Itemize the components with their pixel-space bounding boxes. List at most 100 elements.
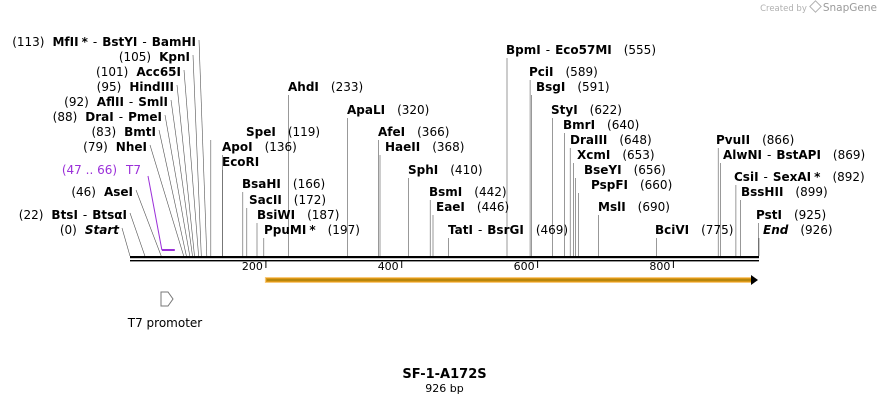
- position-label: (690): [638, 200, 670, 214]
- site-label-hindiii[interactable]: (95) HindIII: [97, 80, 174, 94]
- position-label: (591): [577, 80, 609, 94]
- site-labels: (113) MfII * - BstYI - BamHI(105) KpnI(101) Acc6…: [12, 35, 865, 237]
- credit-prefix: Created by: [760, 4, 807, 14]
- t7-feature-label[interactable]: (47 .. 66) T7: [62, 163, 141, 177]
- enzyme-name: ApoI: [222, 140, 253, 154]
- ruler-label-600: 600: [514, 260, 535, 273]
- site-label-sphi[interactable]: SphI (410): [408, 163, 483, 177]
- site-label-msli[interactable]: MslI (690): [598, 200, 670, 214]
- position-label: (368): [432, 140, 464, 154]
- site-label-mfii-bstyi-bamhi[interactable]: (113) MfII * - BstYI - BamHI: [12, 35, 196, 49]
- enzyme-name: SphI: [408, 163, 438, 177]
- enzyme-name: PciI: [529, 65, 554, 79]
- site-label-bpmi-eco57mi[interactable]: BpmI - Eco57MI (555): [506, 43, 656, 57]
- enzyme-name: EaeI: [436, 200, 465, 214]
- site-label-sacii[interactable]: SacII (172): [249, 193, 326, 207]
- position-label: (622): [590, 103, 622, 117]
- label-sep: -: [546, 43, 550, 57]
- enzyme-name: BstAPI: [776, 148, 821, 162]
- site-label-drai-pmei[interactable]: (88) DraI - PmeI: [53, 110, 162, 124]
- site-label-kpni[interactable]: (105) KpnI: [119, 50, 190, 64]
- ruler-label-400: 400: [378, 260, 399, 273]
- ruler: 200 400 600 800: [242, 260, 674, 273]
- position-label: (197): [328, 223, 360, 237]
- site-label-bmti[interactable]: (83) BmtI: [92, 125, 157, 139]
- position-label: (105): [119, 50, 151, 64]
- enzyme-name: BssHII: [741, 185, 783, 199]
- site-label-bcivi[interactable]: BciVI (775): [655, 223, 733, 237]
- position-label: (866): [762, 133, 794, 147]
- site-label-bsshii[interactable]: BssHII (899): [741, 185, 828, 199]
- orf-arrow-head[interactable]: [751, 275, 758, 285]
- enzyme-name: Start: [85, 223, 120, 237]
- site-label-bmri[interactable]: BmrI (640): [563, 118, 639, 132]
- site-label-eaei[interactable]: EaeI (446): [436, 200, 509, 214]
- enzyme-name: PspFI: [591, 178, 628, 192]
- position-label: (899): [795, 185, 827, 199]
- site-label-styi[interactable]: StyI (622): [551, 103, 622, 117]
- label-sep: -: [93, 35, 97, 49]
- site-label-pvuii[interactable]: PvuII (866): [716, 133, 794, 147]
- label-sep: -: [767, 148, 771, 162]
- site-label-bseyi[interactable]: BseYI (656): [584, 163, 666, 177]
- site-label-pspfi[interactable]: PspFI (660): [591, 178, 672, 192]
- t7-promoter-feature[interactable]: (47 .. 66) T7 T7 promoter: [62, 163, 202, 330]
- site-tick-nhei: [149, 144, 184, 257]
- site-label-alwni-bstapi[interactable]: AlwNI - BstAPI (869): [723, 148, 865, 162]
- sequence-line-top: [130, 256, 759, 259]
- position-label: (320): [397, 103, 429, 117]
- site-tick-drai-pmei: [164, 114, 191, 257]
- site-label-csii-sexai[interactable]: CsiI - SexAI * (892): [734, 170, 865, 184]
- site-ticks: [121, 39, 760, 257]
- position-label: (648): [619, 133, 651, 147]
- orf-arrow[interactable]: [264, 275, 758, 285]
- site-label-psti[interactable]: PstI (925): [756, 208, 826, 222]
- promoter-arrow-icon: [160, 291, 174, 307]
- enzyme-name: Acc65I: [136, 65, 181, 79]
- site-label-ahdi[interactable]: AhdI (233): [288, 80, 363, 94]
- position-label: (88): [53, 110, 78, 124]
- site-label-draiii[interactable]: DraIII (648): [570, 133, 652, 147]
- site-label-afei[interactable]: AfeI (366): [378, 125, 449, 139]
- site-label-bsiwi[interactable]: BsiWI (187): [257, 208, 339, 222]
- site-label-aflii-smli[interactable]: (92) AflII - SmlI: [64, 95, 168, 109]
- sequence-length: 926 bp: [425, 382, 463, 395]
- position-label: (660): [640, 178, 672, 192]
- enzyme-name: BsaHI: [242, 177, 281, 191]
- site-label-ecori[interactable]: EcoRI: [222, 155, 259, 169]
- site-label-pcii[interactable]: PciI (589): [529, 65, 598, 79]
- site-label-acc65i[interactable]: (101) Acc65I: [96, 65, 181, 79]
- star-mark: *: [309, 223, 316, 237]
- site-label-xcmi[interactable]: XcmI (653): [577, 148, 655, 162]
- position-label: (79): [83, 140, 108, 154]
- position-label: (22): [19, 208, 44, 222]
- site-label-tati-bsrgi[interactable]: TatI - BsrGI (469): [448, 223, 568, 237]
- credit-brand: SnapGene: [822, 2, 877, 14]
- site-label-start[interactable]: (0) Start: [60, 223, 120, 237]
- site-label-asei[interactable]: (46) AseI: [71, 185, 133, 199]
- site-label-apoi[interactable]: ApoI (136): [222, 140, 297, 154]
- site-label-btsi-bts-i[interactable]: (22) BtsI - BtsαI: [19, 208, 127, 222]
- snapgene-credit: Created by SnapGene: [760, 0, 877, 14]
- site-label-bsahi[interactable]: BsaHI (166): [242, 177, 325, 191]
- position-label: (136): [265, 140, 297, 154]
- site-label-haeii[interactable]: HaeII (368): [385, 140, 465, 154]
- site-label-ppumi[interactable]: PpuMI * (197): [264, 223, 360, 237]
- enzyme-name: MslI: [598, 200, 626, 214]
- site-label-spei[interactable]: SpeI (119): [246, 125, 320, 139]
- site-label-nhei[interactable]: (79) NheI: [83, 140, 147, 154]
- enzyme-name: AlwNI: [723, 148, 762, 162]
- position-label: (869): [833, 148, 865, 162]
- star-mark: *: [82, 35, 89, 49]
- enzyme-name: PvuII: [716, 133, 750, 147]
- position-label: (892): [832, 170, 864, 184]
- position-label: (446): [477, 200, 509, 214]
- position-label: (366): [417, 125, 449, 139]
- site-label-end[interactable]: End (926): [763, 223, 833, 237]
- site-label-bsgi[interactable]: BsgI (591): [536, 80, 610, 94]
- site-label-apali[interactable]: ApaLI (320): [347, 103, 429, 117]
- position-label: (92): [64, 95, 89, 109]
- site-label-bsmi[interactable]: BsmI (442): [429, 185, 507, 199]
- position-label: (640): [607, 118, 639, 132]
- orf-arrow-body[interactable]: [264, 277, 754, 283]
